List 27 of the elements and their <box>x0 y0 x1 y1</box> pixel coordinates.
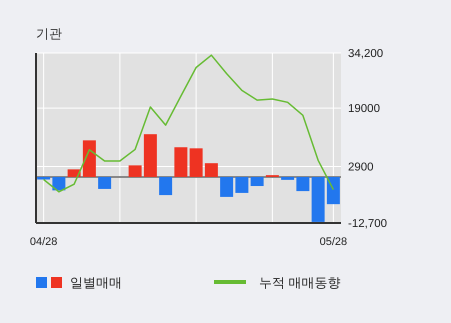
bar <box>204 163 218 177</box>
bar <box>82 140 96 177</box>
legend-label: 일별매매 <box>70 275 122 290</box>
bar <box>52 176 66 190</box>
y-tick-label: 34,200 <box>348 48 384 60</box>
legend-label: 누적 매매동향 <box>259 275 341 290</box>
x-tick-label: 05/28 <box>320 236 348 248</box>
bar <box>281 176 294 180</box>
bar <box>128 165 142 177</box>
bar <box>174 147 188 177</box>
chart-title: 기관 <box>36 26 62 41</box>
line-series <box>42 54 334 193</box>
bar <box>159 176 172 196</box>
bar <box>190 148 203 177</box>
bar <box>220 176 234 197</box>
bar <box>235 176 248 193</box>
bar <box>312 176 325 222</box>
y-tick-label: 2900 <box>348 161 374 174</box>
bar <box>98 176 112 189</box>
bar <box>326 176 340 204</box>
x-tick-label: 04/28 <box>30 236 58 248</box>
bar <box>144 134 157 177</box>
y-tick-label: -12,700 <box>348 218 388 230</box>
bar <box>250 176 264 186</box>
bar <box>296 176 310 192</box>
bar <box>37 176 50 180</box>
y-tick-label: 19000 <box>348 103 380 116</box>
